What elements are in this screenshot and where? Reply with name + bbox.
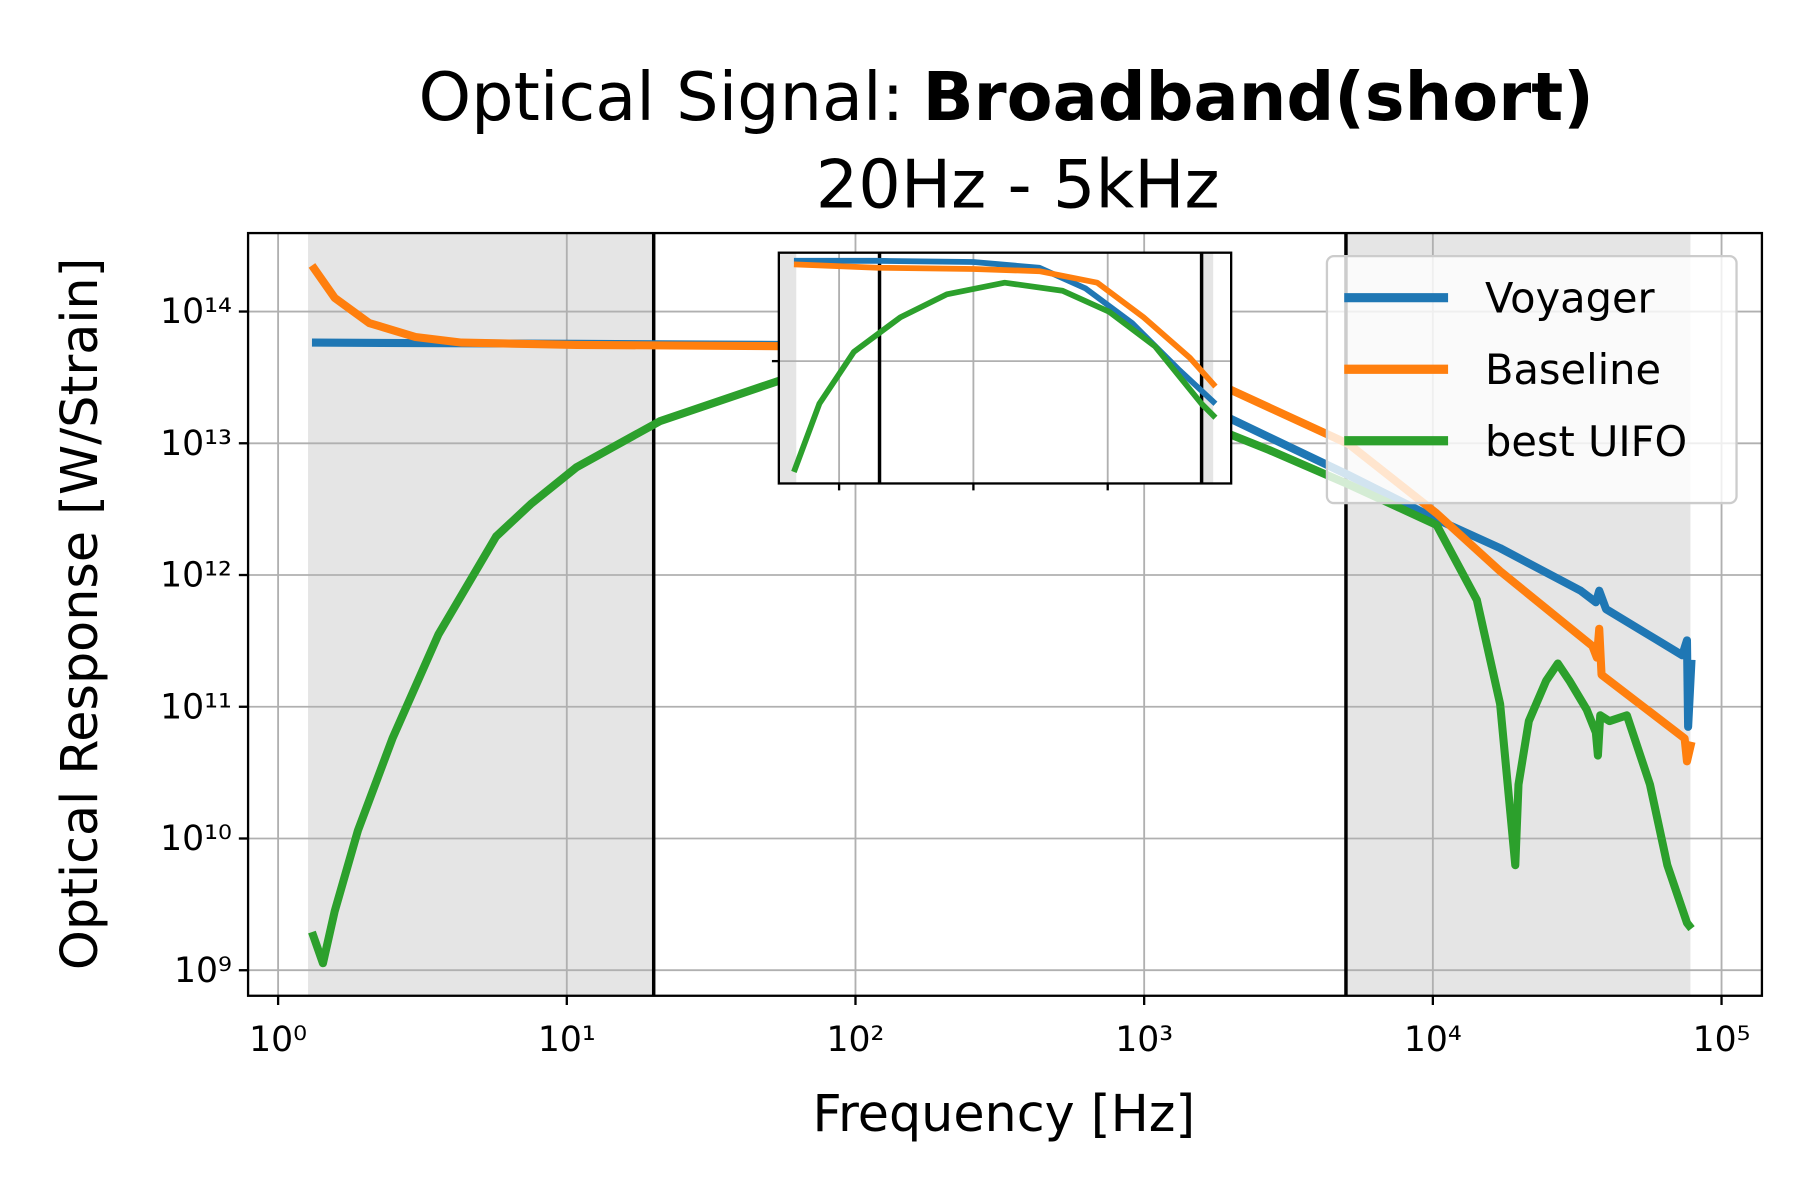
y-tick-label: 10⁹ xyxy=(174,951,232,991)
plot-area xyxy=(778,252,1232,484)
legend-label: best UIFO xyxy=(1485,417,1687,466)
x-tick-label: 10¹ xyxy=(538,1020,596,1060)
y-tick-label: 10¹² xyxy=(160,556,232,596)
legend-label: Baseline xyxy=(1485,345,1661,394)
y-tick-label: 10¹³ xyxy=(160,424,232,464)
series-line xyxy=(793,261,1218,389)
title-text: Optical Signal: xyxy=(419,58,905,136)
series-line xyxy=(308,263,1696,766)
axes-frame xyxy=(246,231,1764,997)
chart-subtitle: 20Hz - 5kHz xyxy=(816,146,1220,224)
y-tick-label: 10¹⁰ xyxy=(160,819,232,859)
shaded-band xyxy=(778,252,797,484)
chart-title: Optical Signal: Broadband(short) xyxy=(419,58,1594,136)
x-tick-label: 10⁰ xyxy=(249,1020,307,1060)
series-line xyxy=(791,279,1218,473)
legend-label: Voyager xyxy=(1485,274,1655,323)
x-tick-label: 10⁴ xyxy=(1404,1020,1462,1060)
x-tick-label: 10³ xyxy=(1115,1020,1173,1060)
y-axis-label: Optical Response [W/Strain] xyxy=(50,258,109,970)
x-axis-label: Frequency [Hz] xyxy=(812,1084,1195,1143)
x-tick-label: 10² xyxy=(827,1020,885,1060)
x-tick-label: 10⁵ xyxy=(1693,1020,1751,1060)
y-tick-label: 10¹⁴ xyxy=(160,292,232,332)
inset-background xyxy=(778,252,1232,484)
title-emphasis: Broadband(short) xyxy=(923,58,1594,136)
axes-frame xyxy=(777,251,1233,485)
shaded-band xyxy=(1201,252,1214,484)
y-tick-label: 10¹¹ xyxy=(160,687,232,727)
series-line xyxy=(308,353,1695,968)
shaded-band xyxy=(308,233,654,996)
